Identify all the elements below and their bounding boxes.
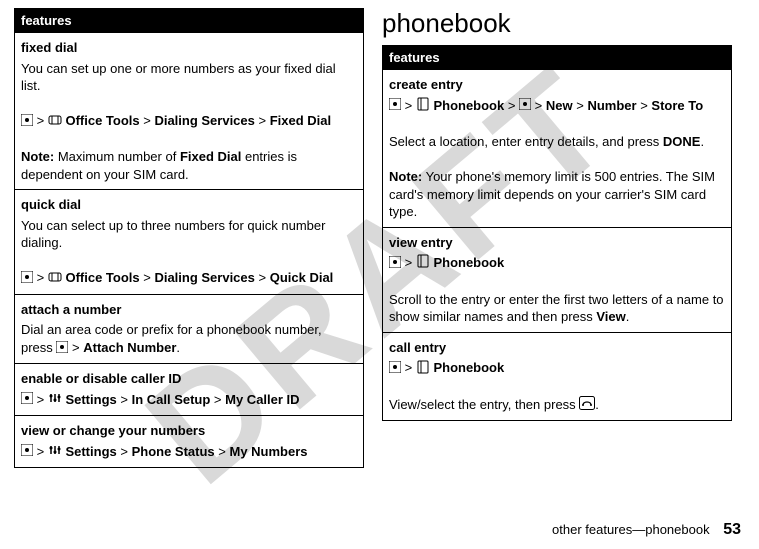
note-text: Your phone's memory limit is 500 entries… (389, 169, 715, 219)
table-header-right: features (383, 46, 732, 70)
row-title: call entry (389, 339, 725, 357)
phonebook-icon (416, 97, 430, 116)
path-seg: Dialing Services (154, 113, 254, 128)
row-my-numbers: view or change your numbers > Settings >… (15, 415, 364, 467)
path-seg: Number (587, 98, 636, 113)
tools-icon (48, 113, 62, 131)
center-key-icon (389, 360, 401, 378)
nav-path: > Phonebook (389, 255, 504, 270)
path-seg: Dialing Services (154, 270, 254, 285)
row-view-entry: view entry > Phonebook Scroll to the ent… (383, 227, 732, 332)
center-key-icon (21, 443, 33, 461)
body-after: . (700, 134, 704, 149)
path-seg: New (546, 98, 573, 113)
path-seg: Phone Status (132, 444, 215, 459)
phonebook-icon (416, 254, 430, 273)
phonebook-icon (416, 360, 430, 379)
settings-icon (48, 443, 62, 461)
page-footer: other features—phonebook 53 (552, 521, 741, 539)
footer-text: other features—phonebook (552, 522, 710, 537)
note-label: Note: (21, 149, 54, 164)
row-body: Select a location, enter entry details, … (389, 134, 663, 149)
row-body: Scroll to the entry or enter the first t… (389, 292, 724, 325)
left-column: features fixed dial You can set up one o… (14, 8, 364, 468)
body-bold: View (596, 309, 625, 324)
page-number: 53 (723, 521, 741, 538)
row-title: quick dial (21, 196, 357, 214)
features-table-right: features create entry > Phonebook > > Ne… (382, 45, 732, 421)
inline-after: . (176, 340, 180, 355)
note-label: Note: (389, 169, 422, 184)
page-content: features fixed dial You can set up one o… (0, 0, 759, 468)
center-key-icon (519, 97, 531, 115)
row-quick-dial: quick dial You can select up to three nu… (15, 190, 364, 295)
row-call-entry: call entry > Phonebook View/select the e… (383, 332, 732, 421)
row-create-entry: create entry > Phonebook > > New > Numbe… (383, 70, 732, 228)
path-seg: Fixed Dial (270, 113, 331, 128)
center-key-icon (56, 340, 68, 358)
path-seg: Office Tools (65, 113, 139, 128)
row-title: view or change your numbers (21, 422, 357, 440)
path-seg: Phonebook (433, 98, 504, 113)
path-seg: Office Tools (65, 270, 139, 285)
path-seg: Settings (65, 444, 116, 459)
row-title: enable or disable caller ID (21, 370, 357, 388)
nav-path: > Office Tools > Dialing Services > Fixe… (21, 113, 331, 128)
row-caller-id: enable or disable caller ID > Settings >… (15, 364, 364, 416)
nav-path: > Settings > In Call Setup > My Caller I… (21, 392, 300, 407)
path-seg: In Call Setup (132, 392, 211, 407)
path-seg: Settings (65, 392, 116, 407)
path-seg: Store To (651, 98, 703, 113)
note-text: Maximum number of (58, 149, 180, 164)
row-body: View/select the entry, then press (389, 397, 579, 412)
right-column: phonebook features create entry > Phoneb… (382, 8, 732, 468)
row-title: attach a number (21, 301, 357, 319)
nav-path: > Phonebook (389, 360, 504, 375)
path-seg: My Caller ID (225, 392, 299, 407)
inline-bold: Attach Number (83, 340, 176, 355)
center-key-icon (21, 113, 33, 131)
center-key-icon (21, 391, 33, 409)
table-header-left: features (15, 9, 364, 33)
body-after: . (595, 397, 599, 412)
settings-icon (48, 391, 62, 409)
center-key-icon (21, 270, 33, 288)
features-table-left: features fixed dial You can set up one o… (14, 8, 364, 468)
center-key-icon (389, 255, 401, 273)
path-seg: Quick Dial (270, 270, 334, 285)
path-seg: Phonebook (433, 255, 504, 270)
nav-path: > Phonebook > > New > Number > Store To (389, 98, 703, 113)
center-key-icon (389, 97, 401, 115)
row-body: You can select up to three numbers for q… (21, 218, 325, 251)
body-after: . (626, 309, 630, 324)
row-title: create entry (389, 76, 725, 94)
path-seg: My Numbers (229, 444, 307, 459)
note-bold: Fixed Dial (180, 149, 241, 164)
row-fixed-dial: fixed dial You can set up one or more nu… (15, 33, 364, 190)
tools-icon (48, 270, 62, 288)
row-attach-number: attach a number Dial an area code or pre… (15, 294, 364, 363)
nav-path: > Office Tools > Dialing Services > Quic… (21, 270, 333, 285)
send-key-icon (579, 396, 595, 415)
row-title: view entry (389, 234, 725, 252)
body-bold: DONE (663, 134, 701, 149)
row-body: You can set up one or more numbers as yo… (21, 61, 336, 94)
row-title: fixed dial (21, 39, 357, 57)
section-title: phonebook (382, 8, 732, 39)
nav-path: > Settings > Phone Status > My Numbers (21, 444, 308, 459)
path-seg: Phonebook (433, 360, 504, 375)
